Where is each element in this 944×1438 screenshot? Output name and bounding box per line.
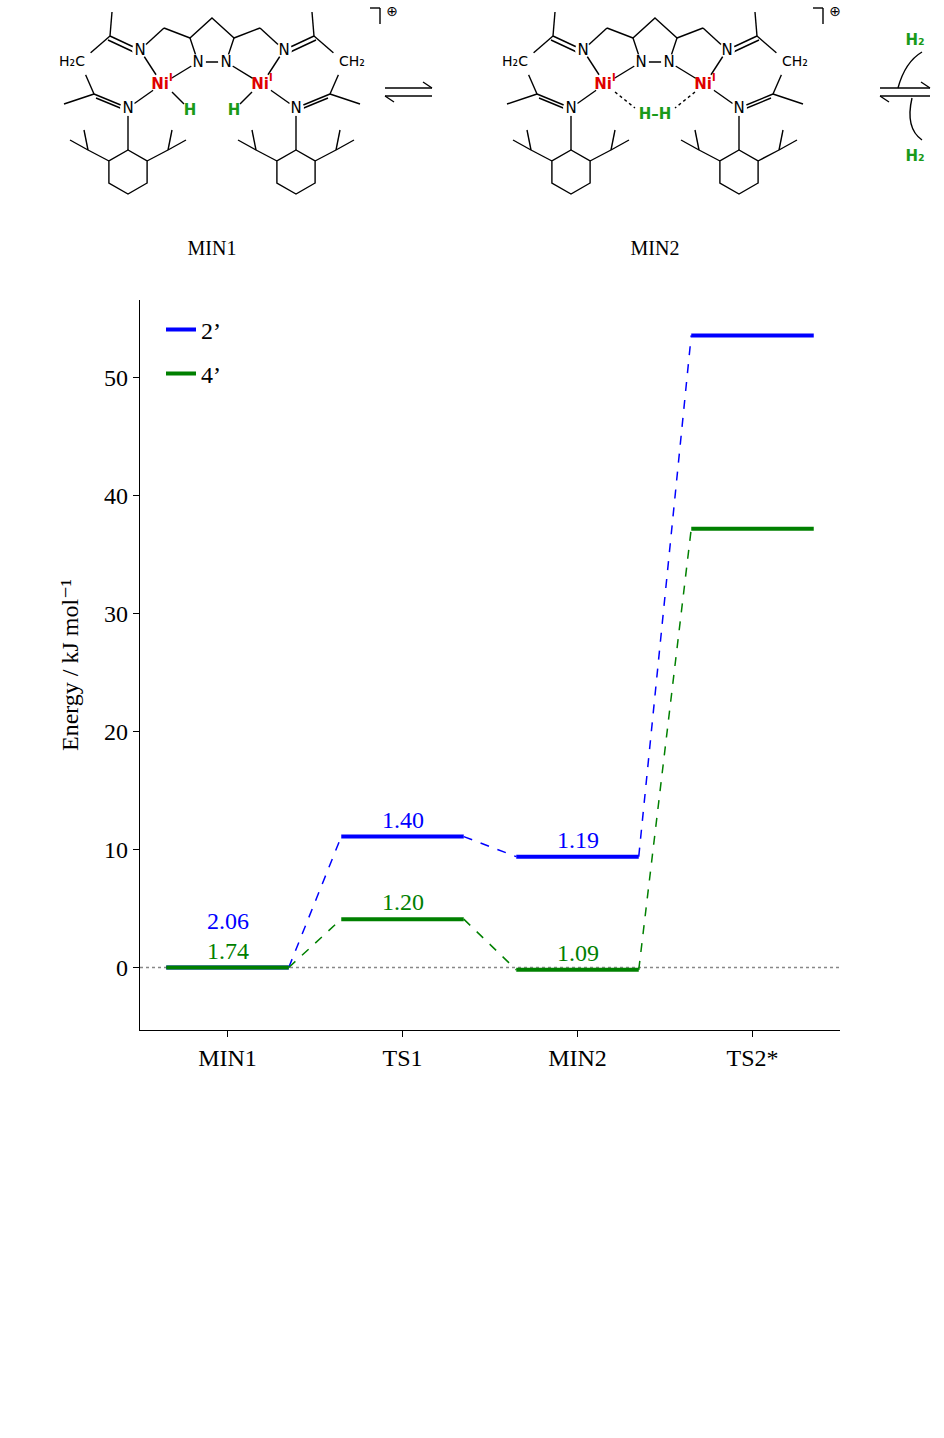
svg-text:NiI: NiI [251, 72, 272, 93]
svg-text:50: 50 [104, 365, 128, 391]
svg-text:H₂: H₂ [905, 147, 924, 165]
svg-text:MIN1: MIN1 [188, 237, 237, 259]
svg-text:TS2*: TS2* [726, 1045, 778, 1071]
svg-text:H₂C: H₂C [59, 53, 85, 69]
svg-text:30: 30 [104, 601, 128, 627]
svg-text:20: 20 [104, 719, 128, 745]
svg-text:TS1: TS1 [382, 1045, 422, 1071]
svg-text:NiI: NiI [594, 72, 615, 93]
svg-text:NiI: NiI [694, 72, 715, 93]
svg-text:N: N [721, 41, 732, 59]
svg-text:MIN2: MIN2 [631, 237, 680, 259]
svg-text:1.74: 1.74 [207, 938, 249, 964]
svg-text:MIN1: MIN1 [198, 1045, 257, 1071]
svg-text:N: N [192, 53, 203, 71]
svg-text:1.19: 1.19 [557, 827, 599, 853]
svg-text:N: N [577, 41, 588, 59]
svg-text:H: H [228, 101, 241, 119]
svg-text:1.40: 1.40 [382, 807, 424, 833]
svg-text:H₂: H₂ [905, 31, 924, 49]
svg-text:H–H: H–H [639, 105, 672, 123]
svg-text:H: H [184, 101, 197, 119]
svg-text:0: 0 [116, 955, 128, 981]
svg-text:N: N [733, 99, 744, 117]
svg-text:⊕: ⊕ [829, 3, 841, 19]
svg-text:N: N [635, 53, 646, 71]
svg-text:N: N [278, 41, 289, 59]
svg-text:Energy / kJ mol⁻¹: Energy / kJ mol⁻¹ [57, 579, 83, 751]
svg-text:NiI: NiI [151, 72, 172, 93]
svg-text:2.06: 2.06 [207, 908, 249, 934]
svg-text:N: N [220, 53, 231, 71]
svg-text:H₂C: H₂C [502, 53, 528, 69]
svg-text:N: N [565, 99, 576, 117]
svg-text:N: N [290, 99, 301, 117]
svg-text:⊕: ⊕ [386, 3, 398, 19]
svg-text:MIN2: MIN2 [548, 1045, 607, 1071]
svg-text:CH₂: CH₂ [339, 53, 365, 69]
svg-text:10: 10 [104, 837, 128, 863]
svg-text:2’: 2’ [201, 318, 221, 344]
svg-text:1.09: 1.09 [557, 940, 599, 966]
svg-text:N: N [122, 99, 133, 117]
svg-text:CH₂: CH₂ [782, 53, 808, 69]
svg-text:40: 40 [104, 483, 128, 509]
svg-text:N: N [663, 53, 674, 71]
svg-text:1.20: 1.20 [382, 889, 424, 915]
svg-text:4’: 4’ [201, 362, 221, 388]
svg-text:N: N [134, 41, 145, 59]
